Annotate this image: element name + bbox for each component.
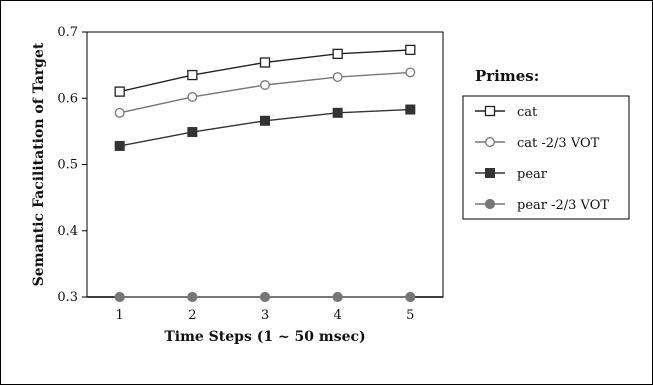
data-point — [332, 48, 343, 60]
series-4 — [114, 291, 416, 303]
data-point — [187, 69, 198, 81]
legend-title: Primes: — [475, 67, 539, 85]
series-layer — [114, 44, 416, 303]
data-point — [114, 86, 125, 97]
y-axis-title: Semantic Facilitation of Target — [31, 42, 47, 286]
legend-label: cat -2/3 VOT — [517, 136, 600, 151]
data-point — [405, 44, 416, 56]
x-tick-label: 2 — [188, 308, 196, 323]
series-line — [119, 108, 411, 147]
data-point — [332, 291, 343, 303]
series-1 — [114, 44, 416, 97]
y-tick-label: 0.3 — [57, 290, 78, 305]
data-point — [260, 80, 270, 90]
data-point — [260, 115, 270, 126]
x-axis-title: Time Steps (1 ~ 50 msec) — [164, 329, 365, 345]
legend-label: cat — [517, 105, 538, 120]
axes: 0.3 0.4 0.5 0.6 0.7 1 2 3 4 5 — [57, 25, 444, 323]
series-3 — [114, 104, 416, 151]
series-line — [119, 71, 411, 114]
data-point — [405, 291, 416, 303]
x-tick-label: 3 — [261, 308, 269, 323]
data-point — [114, 140, 125, 151]
legend-marker — [485, 137, 495, 147]
data-point — [187, 127, 198, 138]
x-tick-label: 5 — [406, 308, 414, 323]
x-tick-label: 4 — [334, 308, 342, 323]
data-point — [114, 291, 125, 303]
legend-marker — [485, 168, 495, 178]
data-point — [114, 107, 125, 118]
data-point — [187, 291, 198, 303]
legend-marker — [484, 105, 496, 117]
legend-label: pear -2/3 VOT — [517, 198, 609, 213]
series-2 — [114, 67, 416, 118]
data-point — [332, 72, 343, 83]
data-point — [332, 107, 343, 118]
legend-label: pear — [517, 167, 548, 182]
data-point — [405, 104, 416, 115]
data-point — [259, 291, 271, 303]
legend: Primes: cat cat -2/3 VOT pear pear -2/3 VOT — [462, 67, 630, 220]
plot-area-frame — [86, 31, 444, 298]
data-point — [259, 57, 271, 68]
y-tick-label: 0.5 — [57, 158, 78, 173]
x-tick-label: 1 — [116, 308, 124, 323]
data-point — [405, 67, 416, 78]
y-tick-label: 0.6 — [57, 91, 78, 106]
data-point — [187, 91, 198, 102]
legend-box — [462, 95, 630, 220]
legend-marker — [484, 198, 496, 210]
y-tick-label: 0.4 — [57, 224, 78, 239]
y-tick-label: 0.7 — [57, 25, 78, 40]
